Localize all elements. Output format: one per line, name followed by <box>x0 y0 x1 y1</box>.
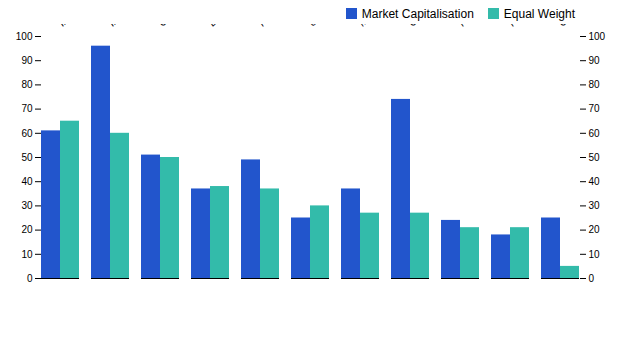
svg-text:Health Care: Health Care <box>456 24 502 28</box>
svg-text:Industrials: Industrials <box>56 24 96 28</box>
svg-text:Info. Tech.: Info. Tech. <box>106 24 147 28</box>
svg-text:80: 80 <box>21 79 33 90</box>
svg-text:70: 70 <box>589 103 601 114</box>
svg-text:Comm. Serv.: Comm. Serv. <box>406 24 455 28</box>
svg-text:10: 10 <box>589 249 601 260</box>
svg-text:Materials: Materials <box>356 24 392 28</box>
svg-text:90: 90 <box>21 55 33 66</box>
svg-text:100: 100 <box>589 31 606 42</box>
svg-text:100: 100 <box>16 31 33 42</box>
svg-text:80: 80 <box>589 79 601 90</box>
svg-text:20: 20 <box>589 224 601 235</box>
svg-text:60: 60 <box>589 128 601 139</box>
svg-text:40: 40 <box>589 176 601 187</box>
html-text:Equal Weight: Equal Weight <box>503 7 575 21</box>
svg-text:Cons. Disc.: Cons. Disc. <box>156 24 200 28</box>
svg-text:0: 0 <box>589 273 595 284</box>
svg-text:Utilities: Utilities <box>306 24 337 28</box>
svg-text:60: 60 <box>21 128 33 139</box>
svg-text:40: 40 <box>21 176 33 187</box>
svg-text:90: 90 <box>589 55 601 66</box>
svg-text:Financials: Financials <box>256 24 296 28</box>
svg-text:0: 0 <box>27 273 33 284</box>
svg-text:70: 70 <box>21 103 33 114</box>
svg-text:50: 50 <box>589 152 601 163</box>
svg-text:Cons. Stap.: Cons. Stap. <box>556 24 601 28</box>
svg-text:30: 30 <box>589 200 601 211</box>
svg-text:10: 10 <box>21 249 33 260</box>
svg-text:20: 20 <box>21 224 33 235</box>
svg-text:Real Estate: Real Estate <box>506 24 551 28</box>
svg-text:30: 30 <box>21 200 33 211</box>
html-text:Market Capitalisation: Market Capitalisation <box>361 7 474 21</box>
svg-text:50: 50 <box>21 152 33 163</box>
svg-text:Energy: Energy <box>206 24 237 28</box>
